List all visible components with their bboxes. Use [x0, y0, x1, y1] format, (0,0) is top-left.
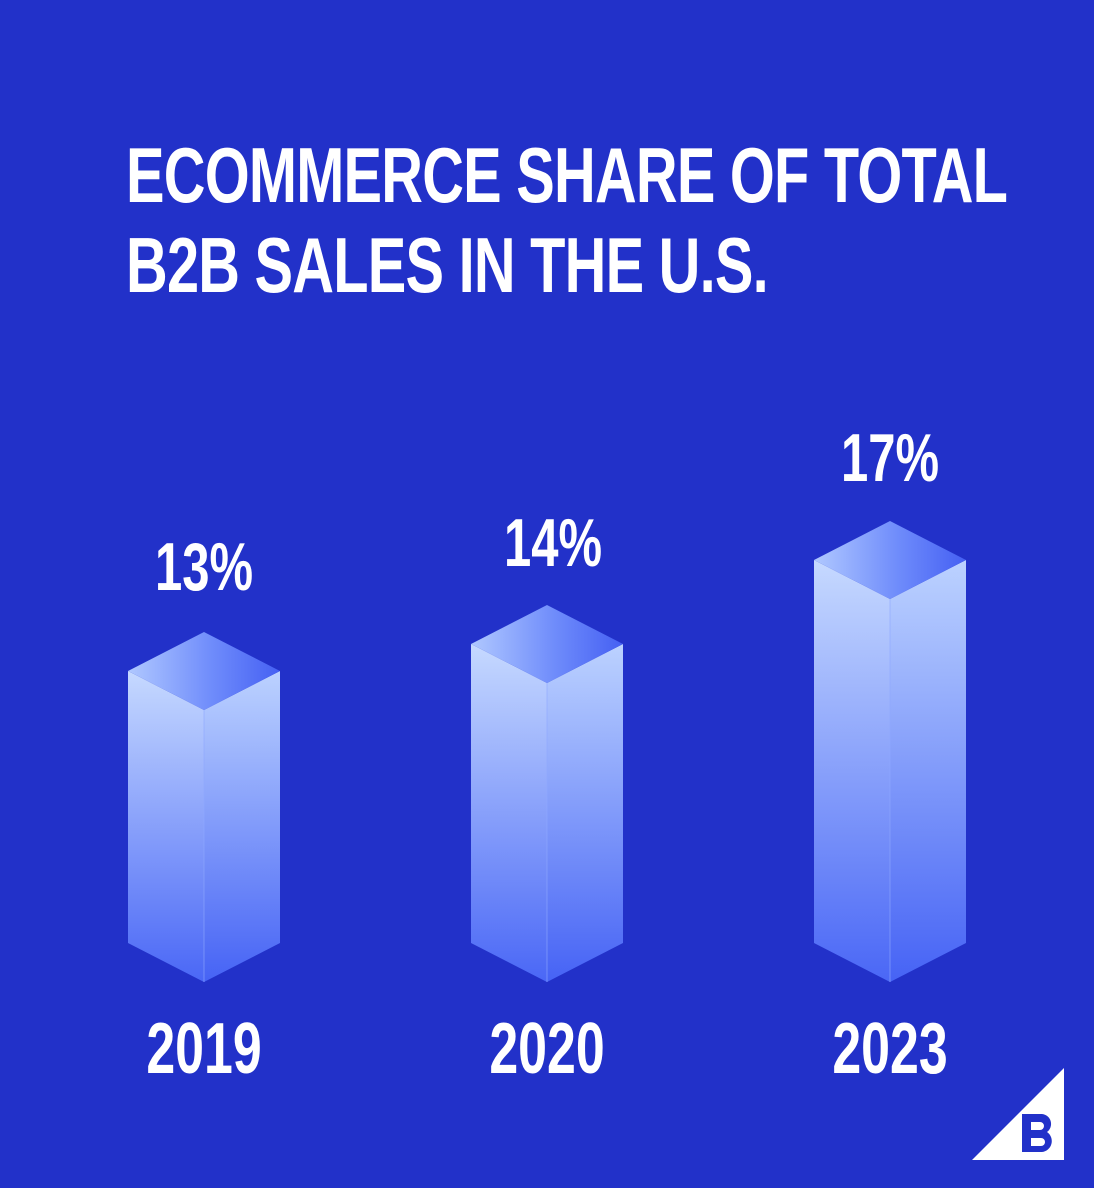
chart-title: ECOMMERCE SHARE OF TOTAL B2B SALES IN TH… [126, 130, 1008, 310]
bar-2020 [471, 605, 623, 982]
bar-2020-left-face [471, 644, 547, 982]
bar-2023-right-face [890, 560, 966, 982]
bar-2019 [128, 632, 280, 982]
bar-2023 [814, 521, 966, 982]
value-label-2023: 17% [840, 420, 939, 496]
bar-2023-top-face [814, 521, 966, 599]
bar-2019-left-face [128, 671, 204, 982]
chart-title-line-2: B2B SALES IN THE U.S. [126, 221, 769, 309]
chart-title-line-1: ECOMMERCE SHARE OF TOTAL [126, 131, 1008, 219]
bar-2023-left-face [814, 560, 890, 982]
bigcommerce-logo-icon [972, 1068, 1064, 1160]
bar-2020-right-face [547, 644, 623, 982]
bar-2020-top-face [471, 605, 623, 683]
year-label-2019: 2019 [146, 1009, 262, 1089]
year-label-2023: 2023 [832, 1009, 948, 1089]
value-label-2020: 14% [503, 505, 602, 581]
bar-2019-top-face [128, 632, 280, 710]
value-label-2019: 13% [154, 529, 253, 605]
year-label-2020: 2020 [489, 1009, 605, 1089]
bar-2019-right-face [204, 671, 280, 982]
